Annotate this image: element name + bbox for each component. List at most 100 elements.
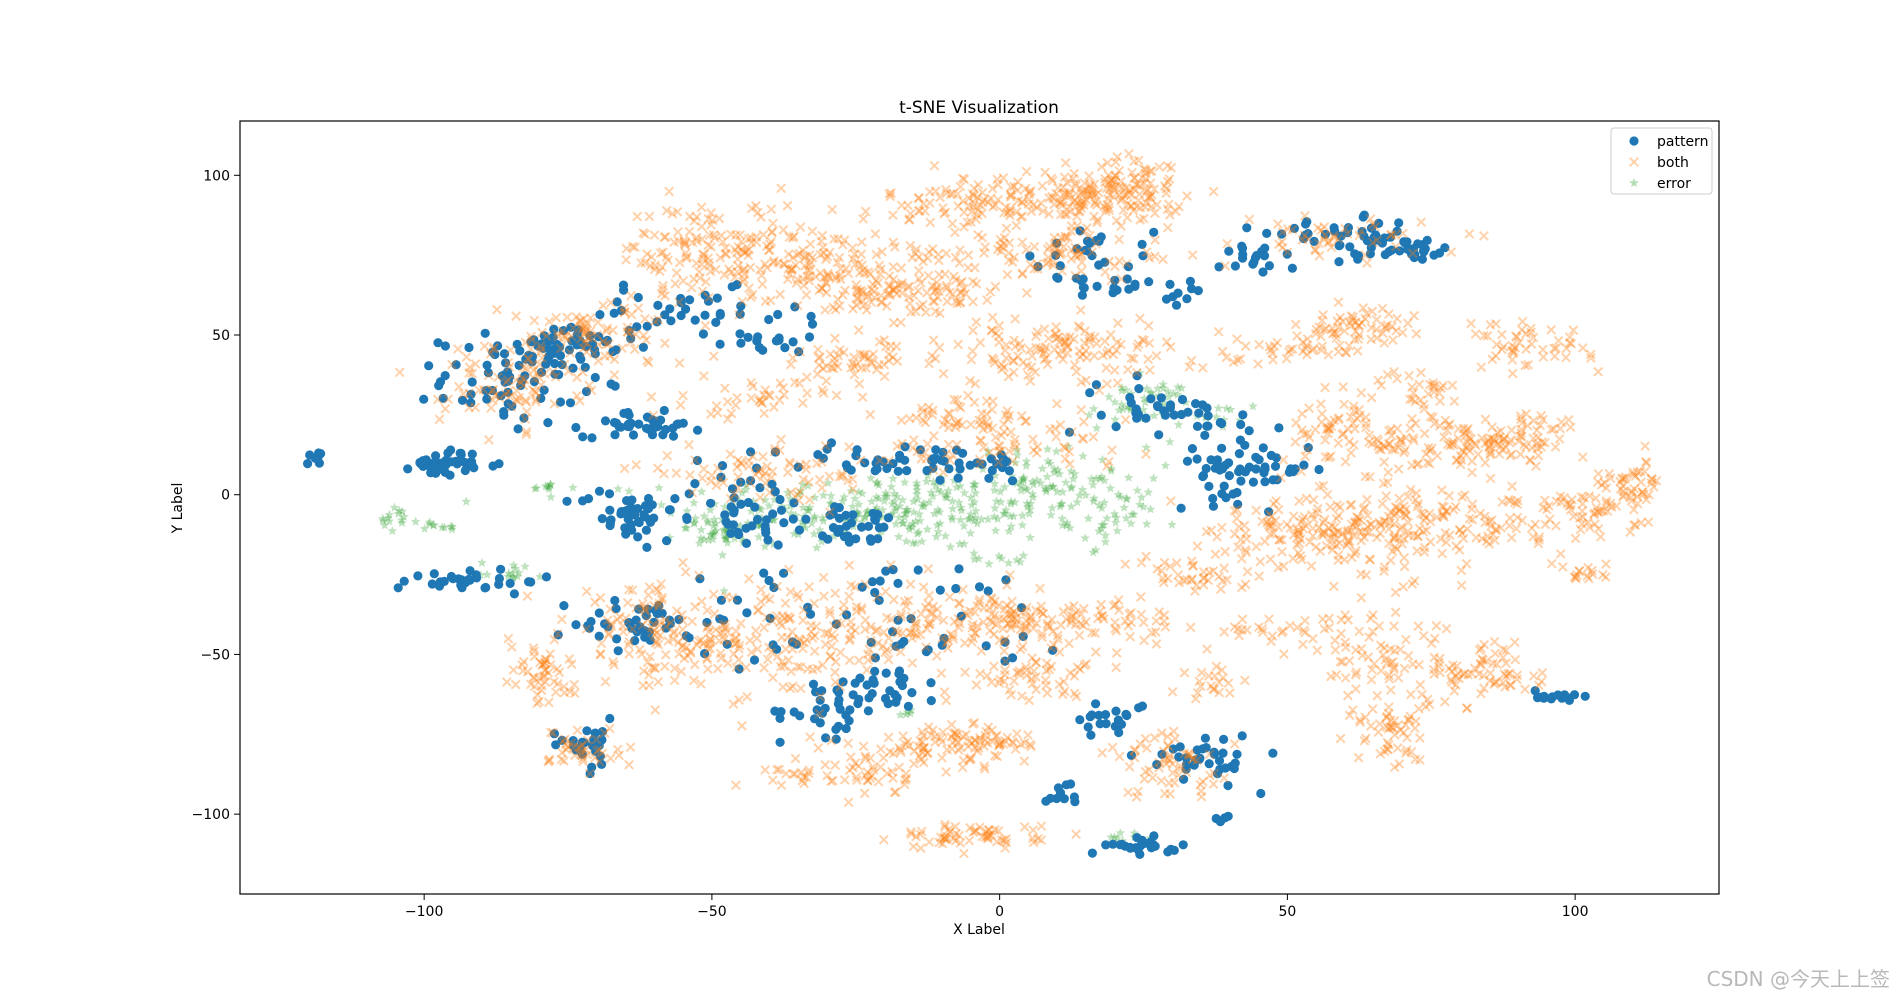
point-error — [1010, 497, 1020, 507]
point-both — [973, 179, 984, 190]
point-both — [697, 249, 708, 260]
point-pattern — [499, 407, 509, 417]
point-both — [843, 738, 854, 749]
point-error — [908, 518, 918, 528]
point-both — [510, 679, 521, 690]
point-both — [884, 349, 894, 360]
point-pattern — [815, 695, 825, 705]
point-both — [937, 752, 947, 763]
point-both — [1593, 366, 1604, 377]
point-pattern — [742, 608, 752, 618]
point-both — [680, 248, 691, 259]
point-error — [908, 507, 919, 517]
point-pattern — [568, 736, 578, 746]
point-both — [1202, 644, 1213, 655]
point-both — [1281, 353, 1292, 364]
point-both — [1139, 774, 1150, 784]
point-pattern — [848, 510, 858, 520]
point-both — [1229, 739, 1240, 749]
point-error — [969, 482, 979, 492]
point-pattern — [1169, 410, 1179, 420]
point-both — [636, 258, 647, 268]
point-pattern — [536, 367, 547, 377]
point-error — [970, 512, 981, 522]
point-both — [1371, 314, 1382, 325]
point-both — [827, 204, 838, 215]
point-both — [631, 459, 642, 470]
point-both — [1213, 326, 1224, 337]
point-error — [696, 524, 706, 534]
point-pattern — [794, 347, 804, 357]
point-both — [644, 582, 655, 592]
point-pattern — [610, 595, 620, 606]
point-error — [966, 500, 977, 510]
point-pattern — [536, 393, 546, 403]
point-both — [1343, 690, 1353, 701]
point-pattern — [1224, 471, 1234, 481]
point-pattern — [571, 745, 581, 755]
point-error — [1008, 511, 1019, 521]
point-pattern — [775, 713, 785, 724]
point-error — [447, 524, 457, 534]
point-both — [818, 242, 829, 253]
point-pattern — [1171, 300, 1182, 310]
point-error — [947, 514, 957, 524]
point-pattern — [579, 738, 589, 748]
point-error — [1097, 503, 1107, 513]
point-both — [434, 414, 445, 425]
point-pattern — [643, 503, 654, 514]
point-pattern — [1071, 273, 1081, 283]
point-error — [737, 488, 747, 497]
point-both — [1027, 653, 1038, 663]
point-both — [622, 597, 633, 608]
point-error — [857, 488, 867, 498]
point-both — [572, 725, 583, 736]
point-both — [813, 344, 823, 355]
point-pattern — [578, 496, 588, 506]
point-both — [865, 269, 876, 279]
point-both — [1470, 329, 1481, 339]
point-error — [689, 518, 700, 528]
point-pattern — [1274, 423, 1284, 433]
point-both — [660, 231, 671, 242]
point-pattern — [951, 583, 961, 594]
point-error — [1055, 501, 1065, 511]
point-both — [696, 202, 707, 213]
point-error — [983, 514, 993, 524]
point-error — [1017, 510, 1028, 520]
point-pattern — [715, 310, 725, 320]
point-both — [1555, 548, 1566, 559]
point-both — [1143, 320, 1154, 331]
point-both — [699, 249, 710, 260]
point-both — [805, 264, 816, 275]
point-both — [738, 247, 749, 257]
point-both — [1478, 230, 1489, 241]
point-both — [759, 408, 770, 419]
point-pattern — [715, 339, 725, 349]
point-pattern — [1204, 481, 1214, 491]
point-both — [1334, 538, 1345, 548]
point-error — [959, 538, 969, 548]
point-both — [790, 753, 801, 764]
point-error — [818, 490, 829, 500]
point-both — [925, 217, 936, 228]
point-error — [1042, 444, 1053, 454]
point-pattern — [594, 486, 605, 496]
point-error — [966, 509, 976, 519]
point-error — [914, 509, 925, 519]
point-pattern — [529, 377, 540, 387]
point-error — [482, 569, 492, 579]
point-both — [922, 253, 933, 264]
point-pattern — [1132, 371, 1142, 381]
point-both — [644, 680, 655, 691]
point-error — [809, 513, 820, 523]
point-error — [690, 513, 701, 523]
point-pattern — [938, 447, 948, 457]
point-pattern — [939, 456, 949, 466]
point-both — [999, 665, 1010, 676]
point-pattern — [482, 360, 492, 370]
point-both — [1448, 504, 1459, 515]
point-error — [810, 492, 820, 502]
point-both — [915, 843, 926, 854]
point-error — [540, 481, 551, 491]
